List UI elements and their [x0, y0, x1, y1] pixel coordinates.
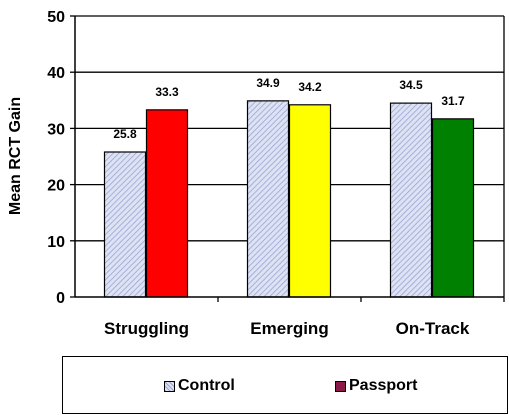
bars — [103, 100, 475, 298]
legend-swatch-control — [164, 380, 175, 392]
x-tick-label: Struggling — [104, 319, 189, 338]
bar-passport — [431, 118, 475, 298]
x-tick-label: On-Track — [396, 319, 470, 338]
y-tick-label: 0 — [56, 290, 65, 307]
y-tick-label: 10 — [47, 234, 65, 251]
axes: 0 10 20 30 40 50 Struggling Emerging On-Track — [47, 9, 505, 338]
y-tick-label: 30 — [47, 121, 65, 138]
y-tick-label: 20 — [47, 178, 65, 195]
bar-control — [246, 100, 290, 298]
data-label: 34.2 — [298, 80, 322, 94]
bar-passport — [288, 104, 332, 298]
bar-chart: 25.8 33.3 34.9 34.2 34.5 31.7 0 10 20 30 40 50 Stru… — [7, 9, 505, 338]
data-label: 33.3 — [155, 85, 179, 99]
x-tick-label: Emerging — [250, 319, 328, 338]
bar-control — [103, 151, 147, 298]
data-labels: 25.8 33.3 34.9 34.2 34.5 31.7 — [113, 76, 465, 141]
y-tick-label: 50 — [47, 9, 65, 26]
bar-passport — [145, 109, 189, 298]
y-tick-label: 40 — [47, 65, 65, 82]
legend-item-control: Control — [164, 377, 235, 395]
data-label: 31.7 — [441, 94, 465, 108]
legend-swatch-passport — [335, 380, 346, 392]
data-label: 34.5 — [399, 78, 423, 92]
data-label: 25.8 — [113, 127, 137, 141]
legend: Control Passport — [62, 356, 508, 414]
legend-label-control: Control — [178, 377, 235, 394]
y-axis-title: Mean RCT Gain — [7, 97, 24, 215]
bar-control — [389, 102, 433, 298]
legend-label-passport: Passport — [349, 377, 418, 394]
legend-item-passport: Passport — [335, 377, 417, 395]
data-label: 34.9 — [256, 76, 280, 90]
